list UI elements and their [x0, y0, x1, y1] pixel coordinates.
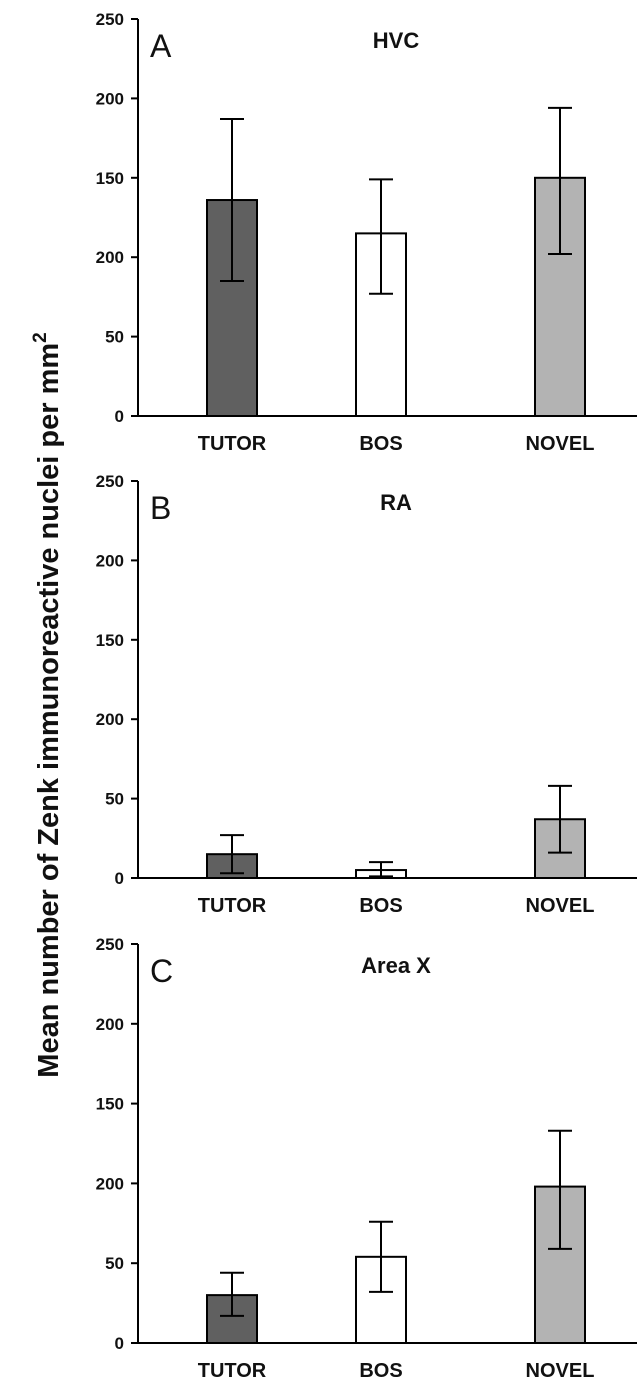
x-tick-label-novel: NOVEL: [526, 1360, 595, 1379]
x-tick-label-bos: BOS: [359, 895, 402, 917]
y-tick-label: 200: [96, 248, 124, 267]
error-bar-tutor: [220, 1271, 244, 1317]
error-bar-novel: [548, 106, 572, 256]
x-tick-label-bos: BOS: [359, 1360, 402, 1379]
y-tick-label: 150: [96, 169, 124, 188]
chart-panel-c: 0 50 200 150 200 250 TUTOR BOS NOVEL C Area X: [96, 935, 637, 1379]
panel-title: RA: [380, 490, 412, 515]
error-bar-tutor: [220, 834, 244, 875]
error-bar-bos: [369, 178, 393, 295]
y-tick-label: 200: [96, 1015, 124, 1034]
y-tick-label: 250: [96, 10, 124, 29]
y-axis-title: Mean number of Zenk immunoreactive nucle…: [30, 332, 65, 1077]
y-tick-label: 0: [115, 407, 124, 426]
y-tick-label: 250: [96, 935, 124, 954]
chart-panels: 0 50 200 150 200 250 TUTOR BOS NOVEL A HVC 0 50 200 15…: [96, 10, 637, 1379]
panel-title: Area X: [361, 953, 431, 978]
y-axis-title-text: Mean number of Zenk immunoreactive nucle…: [33, 343, 65, 1078]
y-tick-label: 200: [96, 1174, 124, 1193]
y-tick-label: 50: [105, 1254, 124, 1273]
y-tick-label: 200: [96, 710, 124, 729]
error-bar-novel: [548, 784, 572, 854]
panel-title: HVC: [373, 28, 420, 53]
y-tick-label: 150: [96, 1095, 124, 1114]
error-bar-bos: [369, 861, 393, 878]
error-bar-bos: [369, 1220, 393, 1293]
error-bar-tutor: [220, 118, 244, 283]
x-tick-label-bos: BOS: [359, 433, 402, 455]
chart-panel-b: 0 50 200 150 200 250 TUTOR BOS NOVEL B RA: [96, 472, 637, 917]
y-tick-label: 50: [105, 328, 124, 347]
y-tick-label: 0: [115, 869, 124, 888]
y-tick-label: 0: [115, 1334, 124, 1353]
chart-panel-a: 0 50 200 150 200 250 TUTOR BOS NOVEL A HVC: [96, 10, 637, 455]
y-tick-label: 50: [105, 790, 124, 809]
x-tick-label-tutor: TUTOR: [198, 895, 267, 917]
error-bar-novel: [548, 1129, 572, 1250]
panel-letter: C: [150, 953, 173, 989]
x-tick-label-tutor: TUTOR: [198, 433, 267, 455]
y-tick-label: 200: [96, 551, 124, 570]
x-tick-label-tutor: TUTOR: [198, 1360, 267, 1379]
y-tick-label: 200: [96, 89, 124, 108]
y-tick-label: 250: [96, 472, 124, 491]
y-axis-title-superscript: 2: [30, 332, 51, 343]
panel-letter: A: [150, 28, 172, 64]
y-tick-label: 150: [96, 631, 124, 650]
x-tick-label-novel: NOVEL: [526, 895, 595, 917]
panel-letter: B: [150, 490, 171, 526]
x-tick-label-novel: NOVEL: [526, 433, 595, 455]
